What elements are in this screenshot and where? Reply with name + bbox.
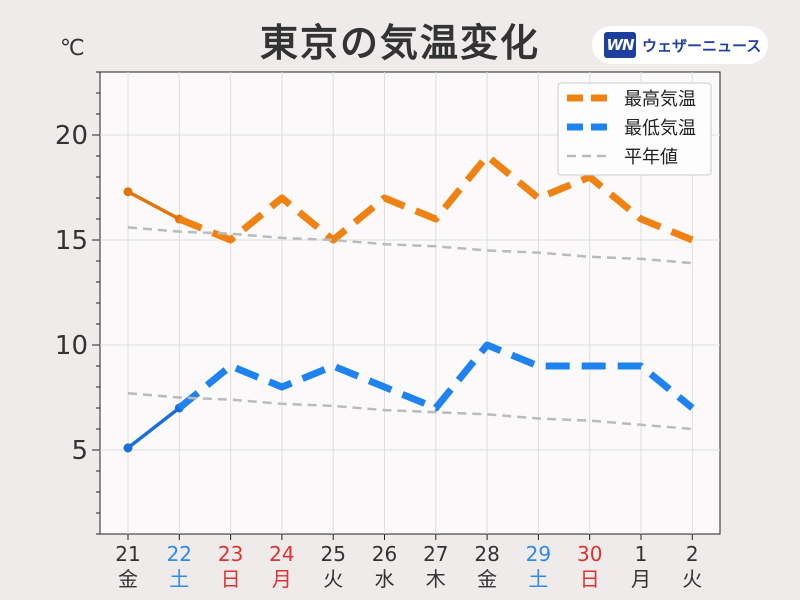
legend-label: 平年値 bbox=[624, 147, 678, 168]
x-axis-weekday-label: 土 bbox=[528, 567, 548, 591]
y-axis-tick-label: 20 bbox=[55, 121, 88, 151]
normal-temperature-line bbox=[127, 226, 693, 265]
normal-temperature-line bbox=[127, 392, 693, 431]
x-axis-date-label: 27 bbox=[423, 542, 448, 566]
y-axis-tick-label: 5 bbox=[71, 436, 88, 466]
high-temperature-observed-point bbox=[123, 187, 133, 197]
x-axis-date-label: 1 bbox=[635, 542, 648, 566]
x-axis-weekday-label: 土 bbox=[169, 567, 189, 591]
weathernews-logo-text: ウェザーニュース bbox=[642, 36, 762, 55]
x-axis-weekday-label: 木 bbox=[426, 567, 446, 591]
x-axis-weekday-label: 火 bbox=[682, 567, 702, 591]
x-axis-weekday-label: 月 bbox=[272, 567, 292, 591]
legend-label: 最高気温 bbox=[624, 89, 696, 110]
low-temperature-observed-line bbox=[126, 406, 181, 450]
x-axis-weekday-label: 火 bbox=[323, 567, 343, 591]
y-axis-unit-label: ℃ bbox=[60, 36, 85, 61]
weathernews-logo-icon: WN bbox=[604, 32, 636, 58]
x-axis-weekday-label: 日 bbox=[221, 567, 241, 591]
chart-title: 東京の気温変化 bbox=[259, 21, 540, 65]
x-axis-date-label: 30 bbox=[577, 542, 602, 566]
x-axis-weekday-label: 水 bbox=[375, 567, 395, 591]
legend-label: 最低気温 bbox=[624, 118, 696, 139]
x-axis-weekday-label: 金 bbox=[118, 567, 138, 591]
y-axis-tick-label: 10 bbox=[55, 331, 88, 361]
x-axis-date-label: 28 bbox=[474, 542, 499, 566]
low-temperature-forecast-line bbox=[177, 341, 695, 412]
x-axis-date-label: 29 bbox=[526, 542, 551, 566]
x-axis-date-label: 22 bbox=[167, 542, 192, 566]
y-axis-tick-label: 15 bbox=[55, 226, 88, 256]
weathernews-logo: WN ウェザーニュース bbox=[592, 26, 768, 64]
x-axis-date-label: 23 bbox=[218, 542, 243, 566]
x-axis-date-label: 21 bbox=[115, 542, 140, 566]
low-temperature-observed-point bbox=[123, 443, 133, 453]
x-axis-weekday-label: 日 bbox=[580, 567, 600, 591]
x-axis-date-label: 26 bbox=[372, 542, 397, 566]
x-axis-date-label: 24 bbox=[269, 542, 294, 566]
legend-box bbox=[557, 82, 712, 176]
x-axis-weekday-label: 月 bbox=[631, 567, 651, 591]
x-axis-date-label: 2 bbox=[686, 542, 699, 566]
x-axis-weekday-label: 金 bbox=[477, 567, 497, 591]
high-temperature-observed-line bbox=[127, 190, 181, 221]
x-axis-date-label: 25 bbox=[320, 542, 345, 566]
high-temperature-forecast-line bbox=[177, 152, 694, 244]
